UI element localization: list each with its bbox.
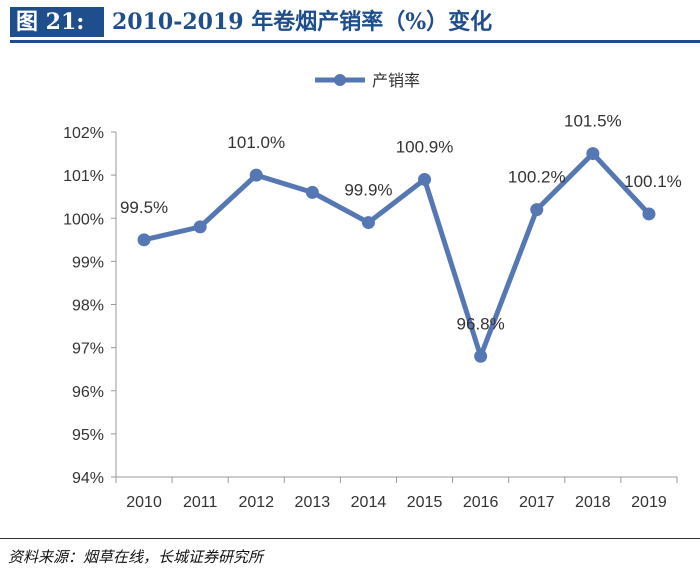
y-tick-label: 98% bbox=[72, 298, 104, 315]
data-label: 99.9% bbox=[344, 181, 392, 200]
figure-label: 图 21: bbox=[10, 7, 104, 37]
data-label: 100.9% bbox=[396, 137, 454, 156]
legend-marker bbox=[334, 74, 346, 86]
data-point bbox=[586, 147, 600, 161]
figure-header: 图 21: 2010-2019 年卷烟产销率（%）变化 bbox=[0, 0, 700, 44]
y-tick-label: 96% bbox=[72, 384, 104, 401]
x-tick-label: 2014 bbox=[351, 494, 387, 511]
data-label: 96.8% bbox=[457, 314, 505, 333]
x-tick-label: 2017 bbox=[519, 494, 555, 511]
legend-label: 产销率 bbox=[372, 72, 420, 90]
data-labels: 99.5% 101.0% 99.9% 100.9% 96.8% 100.2% 101.5% 1… bbox=[120, 112, 682, 334]
data-label: 101.5% bbox=[564, 112, 622, 131]
data-label: 100.1% bbox=[624, 172, 682, 191]
data-point bbox=[193, 220, 207, 234]
x-tick-label: 2012 bbox=[238, 494, 274, 511]
x-tick-label: 2016 bbox=[463, 494, 499, 511]
x-tick-label: 2015 bbox=[407, 494, 443, 511]
data-label: 100.2% bbox=[508, 168, 566, 187]
y-tick-label: 95% bbox=[72, 427, 104, 444]
y-tick-label: 102% bbox=[63, 125, 104, 142]
data-point bbox=[418, 172, 432, 186]
data-point bbox=[474, 349, 488, 363]
title-divider bbox=[10, 40, 700, 43]
x-axis: 2010 2011 2012 2013 2014 2015 2016 2017 2018 2019 bbox=[115, 476, 678, 511]
data-point bbox=[137, 233, 151, 247]
y-tick-label: 101% bbox=[63, 168, 104, 185]
x-tick-label: 2011 bbox=[183, 494, 218, 511]
data-point bbox=[642, 207, 656, 221]
source-note: 资料来源：烟草在线，长城证券研究所 bbox=[8, 548, 264, 566]
data-point bbox=[305, 185, 319, 199]
series-line bbox=[141, 151, 652, 359]
data-point bbox=[361, 216, 375, 230]
y-tick-label: 99% bbox=[72, 254, 104, 271]
data-point bbox=[530, 203, 544, 217]
line-chart: 产销率 94%95%96%97%98%99%100%101%102% 2010 2… bbox=[63, 72, 682, 511]
series-line-group bbox=[137, 147, 656, 363]
x-tick-label: 2010 bbox=[126, 494, 162, 511]
y-tick-label: 97% bbox=[72, 341, 104, 358]
x-tick-label: 2018 bbox=[575, 494, 611, 511]
data-label: 99.5% bbox=[120, 198, 168, 217]
x-tick-label: 2013 bbox=[295, 494, 331, 511]
y-tick-label: 100% bbox=[63, 211, 104, 228]
legend: 产销率 bbox=[315, 72, 420, 90]
y-tick-label: 94% bbox=[72, 470, 104, 487]
data-point bbox=[249, 168, 263, 182]
figure-title: 2010-2019 年卷烟产销率（%）变化 bbox=[112, 9, 493, 35]
y-axis: 94% 95% 96% 97% 98% 99% 100% 101% 102% bbox=[63, 125, 117, 487]
x-tick-label: 2019 bbox=[631, 494, 667, 511]
source-divider bbox=[0, 538, 700, 539]
data-label: 101.0% bbox=[227, 133, 285, 152]
